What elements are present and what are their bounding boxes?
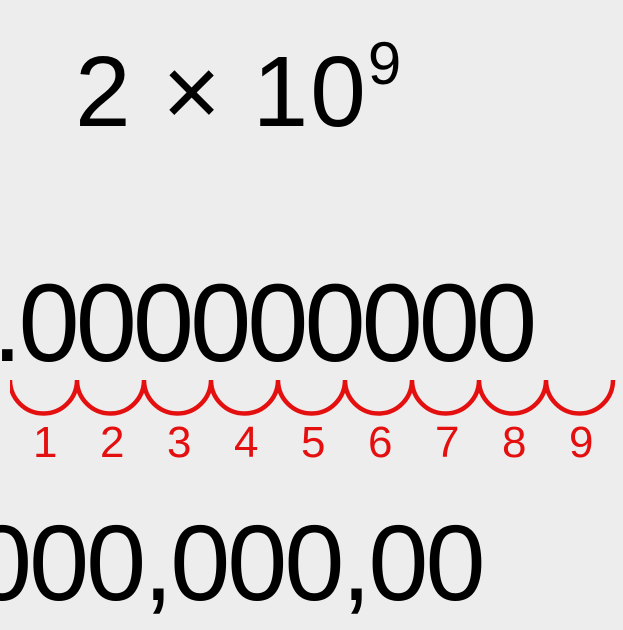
count-label: 6 xyxy=(368,418,392,468)
count-label: 9 xyxy=(569,418,593,468)
diagram-stage: 2 × 109 .000000000 123456789 000,000,00 xyxy=(0,0,623,630)
count-label: 8 xyxy=(502,418,526,468)
count-label: 5 xyxy=(301,418,325,468)
decimal-string: .000000000 xyxy=(0,260,533,387)
count-label: 3 xyxy=(167,418,191,468)
times-operator: × xyxy=(162,36,222,148)
count-labels-row: 123456789 xyxy=(0,418,623,478)
exponent: 9 xyxy=(368,30,403,97)
count-label: 4 xyxy=(234,418,258,468)
count-label: 7 xyxy=(435,418,459,468)
expanded-number: 000,000,00 xyxy=(0,500,483,625)
coefficient: 2 xyxy=(75,36,133,148)
base: 10 xyxy=(253,36,368,148)
count-label: 1 xyxy=(33,418,57,468)
arc-path xyxy=(10,380,613,414)
count-label: 2 xyxy=(100,418,124,468)
scientific-notation: 2 × 109 xyxy=(75,35,403,150)
